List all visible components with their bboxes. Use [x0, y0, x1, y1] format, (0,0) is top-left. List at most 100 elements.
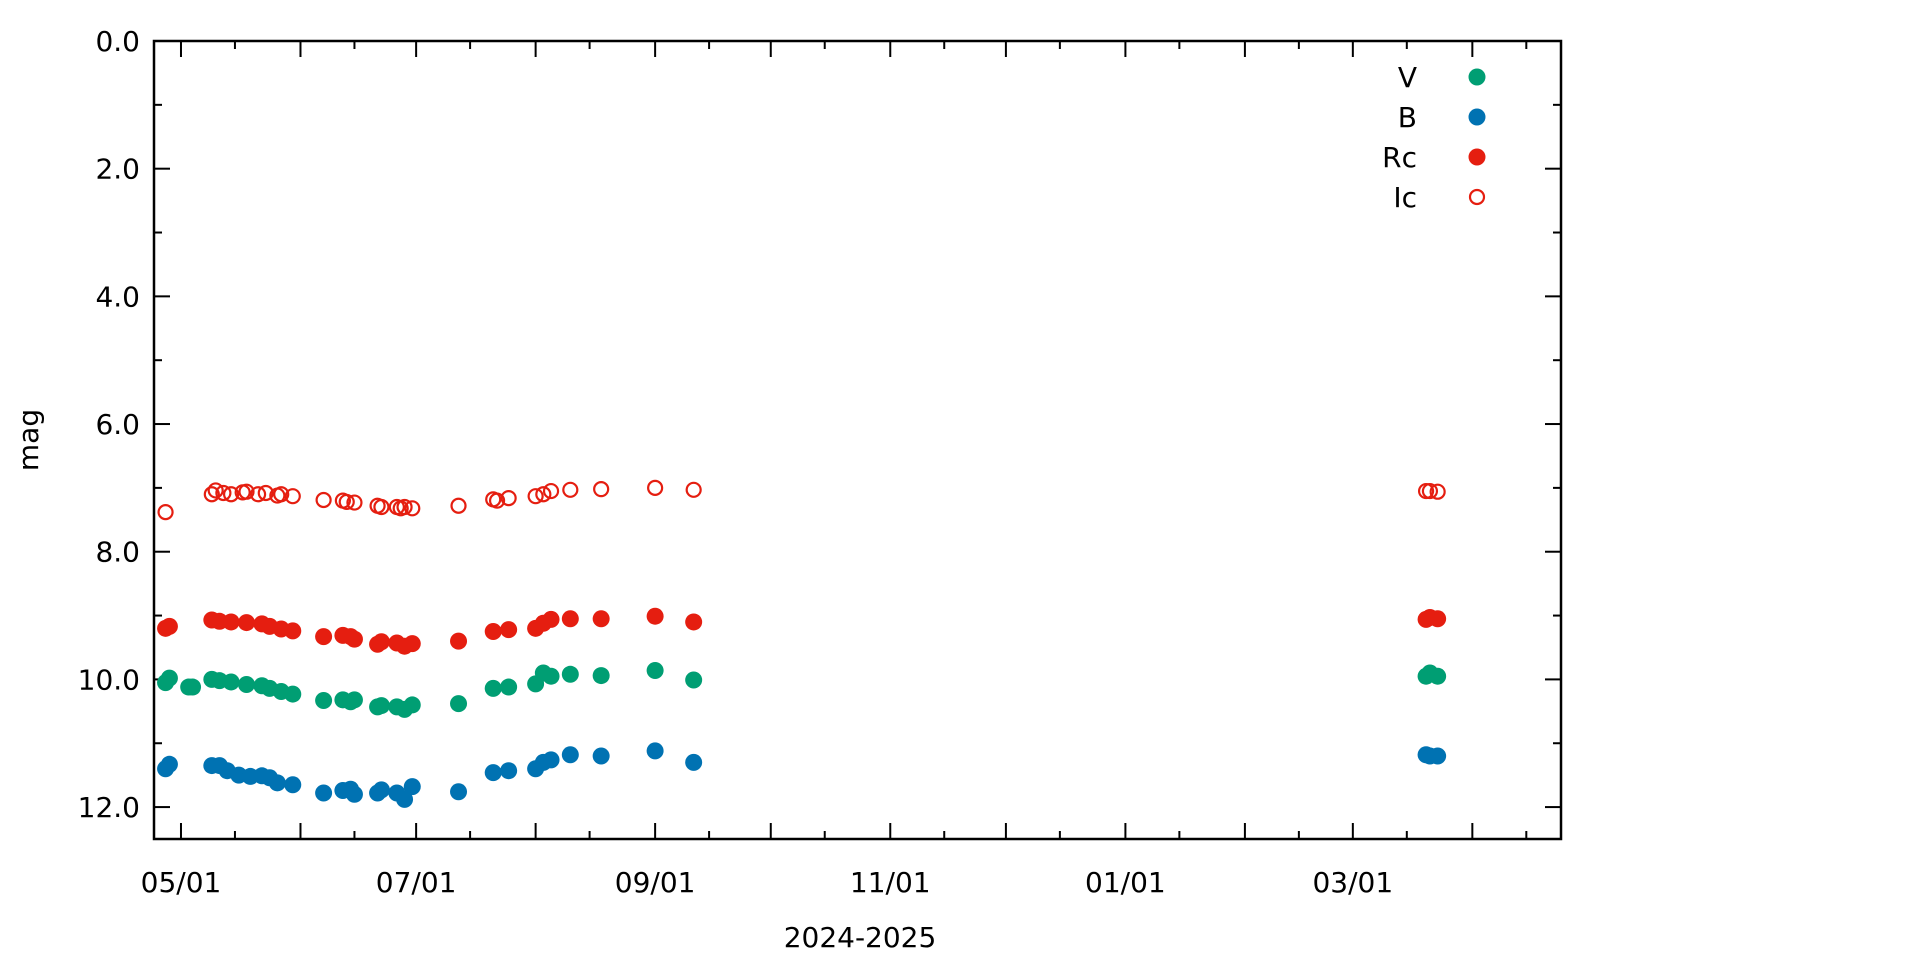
legend: VB Rc Ic: [1382, 61, 1486, 214]
data-point-v: [685, 671, 703, 689]
data-point-rc: [450, 632, 468, 650]
data-point-ic: [404, 500, 421, 517]
data-point-v: [484, 679, 502, 697]
data-point-rc: [484, 623, 502, 641]
data-point-b: [284, 776, 302, 794]
y-tick-label: 4.0: [95, 280, 140, 313]
data-point-ic: [396, 498, 413, 516]
series-v: [157, 661, 1447, 718]
data-point-rc: [284, 622, 302, 640]
data-point-rc: [372, 633, 390, 651]
data-point-ic: [215, 484, 232, 502]
data-point-b: [315, 784, 333, 802]
data-point-ic: [207, 482, 224, 499]
legend-marker-v: [1468, 68, 1486, 86]
data-point-v: [646, 661, 664, 679]
data-point-ic: [562, 481, 579, 498]
x-tick-label: 09/01: [615, 866, 696, 899]
data-point-v: [592, 667, 610, 685]
data-point-ic: [542, 482, 560, 500]
data-points: [157, 479, 1447, 808]
data-point-rc: [592, 610, 610, 628]
y-axis-label: mag: [12, 409, 45, 471]
data-point-b: [372, 781, 390, 799]
x-tick-label: 03/01: [1312, 866, 1393, 899]
data-point-ic: [1421, 482, 1439, 500]
y-tick-label: 0.0: [95, 25, 140, 58]
data-point-rc: [1429, 610, 1447, 628]
y-axis: 0.0 2.0 4.0 6.0 8.0 10.0 12.0: [78, 25, 1561, 824]
data-point-v: [284, 685, 302, 703]
data-point-b: [500, 762, 518, 780]
data-point-ic: [222, 486, 240, 503]
data-point-rc: [315, 628, 333, 646]
legend-marker-rc: [1468, 148, 1486, 166]
data-point-v: [561, 665, 579, 683]
data-point-v: [450, 695, 468, 713]
y-tick-label: 10.0: [78, 663, 140, 696]
data-point-rc: [345, 630, 363, 648]
x-tick-label: 01/01: [1085, 866, 1166, 899]
data-point-v: [372, 697, 390, 715]
data-point-ic: [157, 504, 174, 521]
data-point-ic: [593, 481, 610, 498]
plot-border: [152, 39, 1563, 841]
legend-marker-b: [1468, 108, 1486, 126]
data-point-rc: [685, 613, 703, 631]
series-rc: [157, 607, 1447, 655]
plot-frame: [152, 39, 1563, 841]
y-tick-label: 12.0: [78, 791, 140, 824]
x-tick-label: 11/01: [850, 866, 931, 899]
data-point-b: [685, 753, 703, 771]
x-axis-label: 2024-2025: [784, 921, 937, 954]
data-point-rc: [403, 635, 421, 653]
data-point-ic: [450, 497, 467, 514]
data-point-v: [238, 676, 256, 694]
data-point-ic: [527, 488, 544, 505]
data-point-b: [561, 746, 579, 764]
data-point-v: [1429, 667, 1447, 685]
data-point-rc: [561, 610, 579, 628]
data-point-rc: [222, 613, 240, 631]
data-point-b: [450, 783, 468, 801]
y-tick-label: 6.0: [95, 408, 140, 441]
legend-marker-ic: [1468, 188, 1486, 206]
legend-label: B: [1398, 101, 1417, 134]
data-point-v: [160, 669, 178, 687]
data-point-rc: [542, 610, 560, 628]
data-point-ic: [500, 489, 517, 507]
data-point-ic: [685, 481, 702, 498]
data-point-ic: [249, 486, 267, 503]
data-point-b: [345, 785, 363, 803]
data-point-b: [484, 764, 502, 782]
data-point-v: [542, 667, 560, 685]
x-tick-label: 07/01: [376, 866, 457, 899]
data-point-ic: [315, 491, 332, 509]
y-tick-label: 2.0: [95, 153, 140, 186]
data-point-ic: [273, 486, 290, 503]
legend-label: V: [1398, 61, 1417, 94]
data-point-ic: [373, 498, 390, 516]
data-point-b: [160, 755, 178, 773]
data-point-v: [500, 678, 518, 696]
data-point-ic: [203, 486, 220, 503]
data-point-ic: [338, 493, 355, 511]
y-tick-label: 8.0: [95, 536, 140, 569]
data-point-rc: [238, 614, 256, 632]
data-point-rc: [160, 617, 178, 635]
data-point-rc: [500, 621, 518, 639]
data-point-ic: [1429, 483, 1446, 500]
data-point-b: [403, 778, 421, 796]
x-tick-label: 05/01: [141, 866, 222, 899]
data-point-b: [592, 747, 610, 765]
data-point-ic: [257, 484, 274, 502]
data-point-v: [222, 673, 240, 691]
data-point-b: [646, 742, 664, 760]
series-b: [157, 742, 1447, 808]
data-point-rc: [646, 607, 664, 625]
data-point-ic: [535, 486, 552, 503]
x-axis: 05/01 07/01 09/01 11/01 01/01 03/01: [141, 41, 1528, 899]
data-point-v: [315, 691, 333, 709]
data-point-b: [268, 774, 286, 792]
